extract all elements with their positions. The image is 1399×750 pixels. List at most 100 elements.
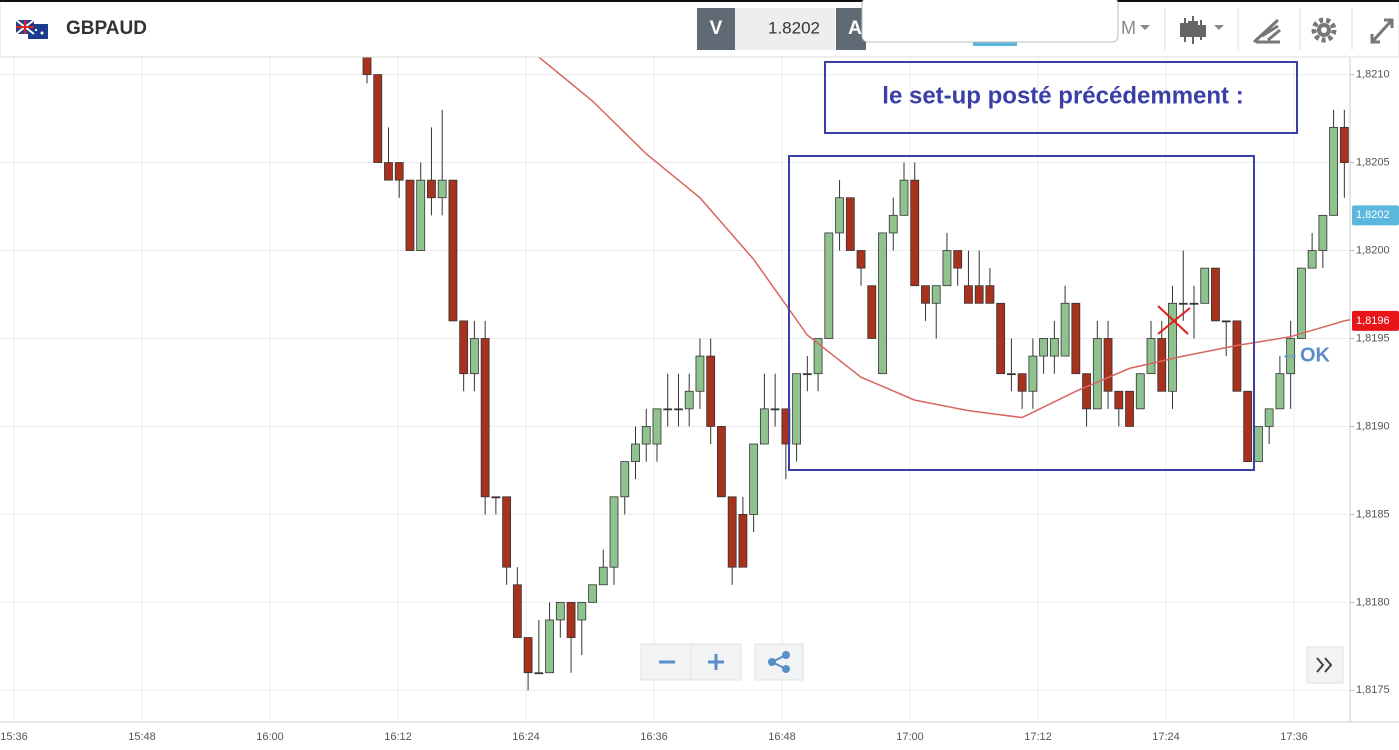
candle-body <box>1157 338 1167 392</box>
candle-body <box>427 179 436 199</box>
share[interactable] <box>754 643 804 681</box>
candle-body <box>749 443 759 515</box>
zoom-controls <box>640 643 1344 684</box>
candle-body <box>609 496 619 568</box>
note: le set-up posté précédemment : <box>882 82 1243 109</box>
candle-body <box>362 57 372 75</box>
candles <box>362 57 1350 691</box>
scroll-icon <box>1316 657 1333 673</box>
candle-body <box>448 179 458 322</box>
candle-body <box>577 601 587 621</box>
top-edge <box>0 0 1399 2</box>
candle-body <box>534 672 544 675</box>
y-tick-label: 1,8200 <box>1356 244 1390 256</box>
buy-button[interactable] <box>836 8 866 50</box>
candle-body <box>1254 426 1263 463</box>
candle-body <box>888 214 898 234</box>
candle-body <box>899 179 909 216</box>
candle-body <box>459 320 469 375</box>
x-tick-label: 17:36 <box>1280 731 1308 743</box>
candle-body <box>631 443 640 463</box>
candle-body <box>695 355 705 392</box>
candle-body <box>813 338 823 375</box>
candle-body <box>416 179 426 251</box>
candle-body <box>1178 302 1188 305</box>
candle-body <box>727 496 737 568</box>
candle-body <box>523 637 533 674</box>
candle-body <box>1286 338 1296 375</box>
flag <box>15 19 48 39</box>
candle-body <box>384 162 393 181</box>
y-tick-label: 1,8190 <box>1356 420 1390 432</box>
candle-body <box>856 250 866 269</box>
candle-body <box>394 162 404 181</box>
candle-body <box>480 338 490 498</box>
candle-body <box>1007 373 1016 376</box>
candle-body <box>931 285 941 304</box>
candle-icon[interactable] <box>1180 16 1224 44</box>
candle-body <box>985 285 995 304</box>
scroll-end[interactable] <box>1306 646 1344 684</box>
x-tick-label: 17:24 <box>1152 731 1180 743</box>
candle-body <box>1103 338 1113 392</box>
candle-body <box>802 373 812 376</box>
draw-icon[interactable] <box>1252 18 1281 44</box>
y-tick-label: 1,8210 <box>1356 68 1390 80</box>
candle-body <box>545 619 554 674</box>
timeframe[interactable]: M <box>1121 18 1136 38</box>
candle-body <box>1114 390 1124 410</box>
separators <box>1164 8 1353 50</box>
candle-body <box>437 179 447 199</box>
buy-label: A <box>848 18 862 39</box>
candle-body <box>1296 267 1306 339</box>
candle-body <box>1082 373 1091 410</box>
candle-body <box>1039 338 1049 357</box>
candle-body <box>845 197 855 251</box>
candle-body <box>620 461 630 498</box>
candle-body <box>1125 390 1134 427</box>
candle-body <box>759 408 769 445</box>
x-tick-label: 16:12 <box>384 731 412 743</box>
candle-body <box>1264 408 1274 427</box>
expand-icon[interactable] <box>1370 18 1394 44</box>
y-axis-bg <box>1350 57 1399 722</box>
candle-body <box>770 408 780 411</box>
candle-body <box>684 390 694 410</box>
x-tick-label: 17:12 <box>1024 731 1052 743</box>
candle-body <box>1211 267 1220 322</box>
candle-body <box>641 426 651 445</box>
header: GBPAUD V 1.8202 A M <box>0 0 1399 58</box>
note-box <box>824 61 1298 134</box>
candle-body <box>502 496 512 568</box>
candle-body <box>953 250 963 269</box>
zoom-in[interactable] <box>690 643 742 681</box>
candle-body <box>1329 126 1338 216</box>
x-tick-label: 17:00 <box>896 731 924 743</box>
candle-body <box>964 285 973 304</box>
candle-body <box>824 232 834 339</box>
sell-button[interactable] <box>697 8 735 50</box>
candle-body <box>1135 373 1145 410</box>
candle-body <box>555 601 565 621</box>
candle-body <box>512 584 522 638</box>
settings-icon[interactable] <box>1311 17 1337 43</box>
candle-body <box>867 285 877 339</box>
candle-body <box>491 496 501 499</box>
x-tick-label: 15:36 <box>0 731 28 743</box>
candle-body <box>1017 373 1027 392</box>
candle-body <box>1232 320 1242 392</box>
candle-body <box>566 601 576 638</box>
zoom-symbols <box>659 654 724 670</box>
candle-body <box>598 566 608 586</box>
candle-body <box>588 584 597 603</box>
candle-body <box>1071 302 1081 375</box>
candle-body <box>1028 355 1038 392</box>
candle-body <box>1221 320 1231 323</box>
candle-body <box>706 355 716 427</box>
x-tick-label: 16:48 <box>768 731 796 743</box>
candle-body <box>1339 126 1349 163</box>
y-tick-label: 1,8180 <box>1356 596 1390 608</box>
y-tick-label: 1,8185 <box>1356 508 1390 520</box>
plot: 1,8175 1,8180 1,8185 1,8190 1,8195 1,8200 1,82… <box>0 57 1399 743</box>
candle-body <box>921 285 930 304</box>
